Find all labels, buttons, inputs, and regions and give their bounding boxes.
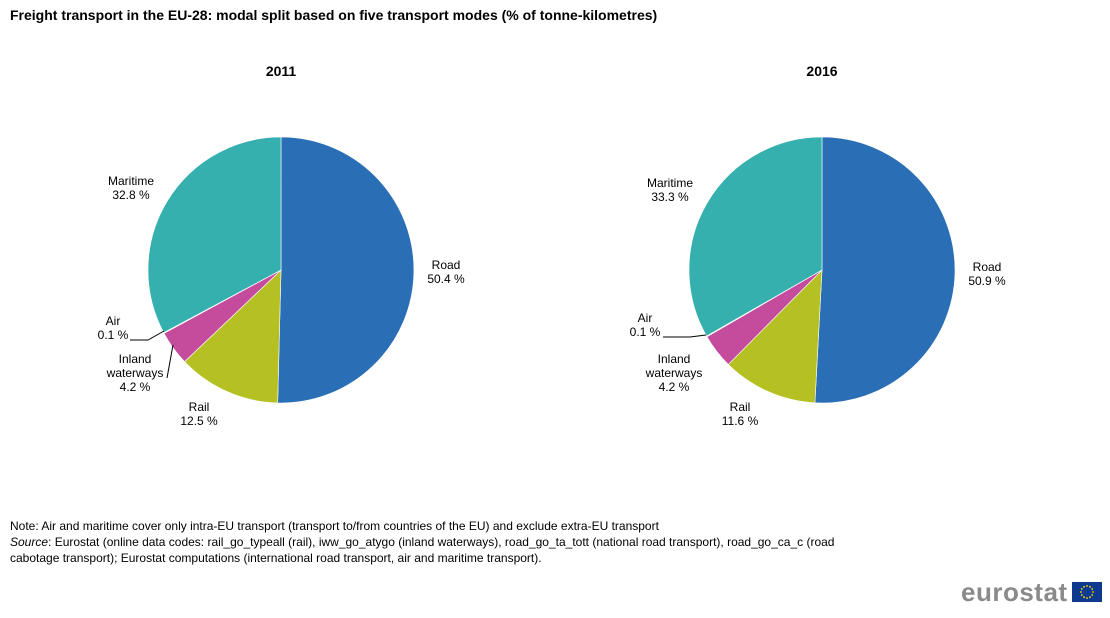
pie-slice-road (814, 136, 956, 404)
slice-label-rail: Rail 12.5 % (180, 400, 218, 428)
slice-value: 32.8 % (112, 188, 150, 202)
leader-line-inland-waterways (166, 344, 174, 379)
slice-value: 0.1 % (630, 325, 661, 339)
pie-slice-rail (184, 269, 282, 404)
logo-text: eurostat (961, 577, 1068, 607)
slice-name: Rail (730, 400, 751, 414)
slice-value: 11.6 % (722, 414, 759, 428)
pie-slice-rail (727, 269, 823, 404)
slice-name: Rail (189, 400, 210, 414)
leader-line-air (663, 334, 707, 338)
eurostat-logo: eurostat (961, 577, 1102, 607)
note-text: Note: Air and maritime cover only intra-… (10, 519, 659, 533)
flag-star (1090, 588, 1093, 590)
slice-label-maritime: Maritime 33.3 % (647, 176, 693, 204)
slice-value: 0.1 % (98, 328, 129, 342)
flag-star (1079, 591, 1082, 593)
slice-value: 12.5 % (180, 414, 218, 428)
leader-line-air (130, 330, 165, 341)
flag-star (1080, 594, 1083, 596)
flag-star (1088, 596, 1091, 599)
slice-name: Inland (119, 352, 152, 366)
source-text: Source: Eurostat (online data codes: rai… (10, 534, 880, 566)
slice-value: 33.3 % (651, 190, 689, 204)
pie-title: 2011 (266, 63, 297, 79)
slice-label-inland-waterways: Inland waterways 4.2 % (645, 352, 703, 394)
slice-value: 4.2 % (659, 380, 690, 394)
pie-slice-road (277, 136, 415, 404)
flag-star (1085, 597, 1088, 599)
slice-name: Air (106, 314, 121, 328)
source-label: Source (10, 535, 49, 549)
flag-star (1088, 585, 1091, 588)
slice-name: Air (638, 311, 653, 325)
pie-title: 2016 (806, 63, 837, 79)
slice-label-maritime: Maritime 32.8 % (108, 174, 154, 202)
slice-name: Inland (658, 352, 691, 366)
slice-value: 50.9 % (968, 274, 1006, 288)
flag-star (1082, 585, 1085, 588)
flag-star (1082, 596, 1085, 599)
flag-star (1085, 585, 1088, 587)
slice-name: Road (973, 260, 1002, 274)
slice-label-rail: Rail 11.6 % (722, 400, 759, 428)
slice-name: waterways (645, 366, 703, 380)
flag-star (1091, 591, 1094, 593)
slice-label-air: Air 0.1 % (98, 314, 129, 342)
slice-label-inland-waterways: Inland waterways 4.2 % (106, 352, 164, 394)
chart-title: Freight transport in the EU-28: modal sp… (10, 7, 658, 23)
flag-star (1080, 588, 1083, 590)
eu-flag-icon (1071, 582, 1102, 602)
slice-label-air: Air 0.1 % (630, 311, 661, 339)
slice-name: Road (432, 258, 461, 272)
slice-label-road: Road 50.9 % (968, 260, 1006, 288)
slice-name: Maritime (647, 176, 693, 190)
flag-star (1090, 594, 1093, 596)
slice-value: 50.4 % (427, 272, 465, 286)
slice-label-road: Road 50.4 % (427, 258, 465, 286)
pie-chart-2016: 2016 Road 50.9 % Rail 11.6 % Inland waterways 4… (630, 63, 1006, 428)
slice-value: 4.2 % (120, 380, 151, 394)
source-body: : Eurostat (online data codes: rail_go_t… (10, 535, 835, 565)
pie-slice-maritime (147, 136, 282, 334)
notes: Note: Air and maritime cover only intra-… (10, 518, 880, 566)
slice-name: Maritime (108, 174, 154, 188)
slice-name: waterways (106, 366, 164, 380)
pie-chart-2011: 2011 Road 50.4 % Rail 12.5 % Inland waterways 4… (98, 63, 465, 428)
pie-slice-maritime (688, 136, 823, 337)
